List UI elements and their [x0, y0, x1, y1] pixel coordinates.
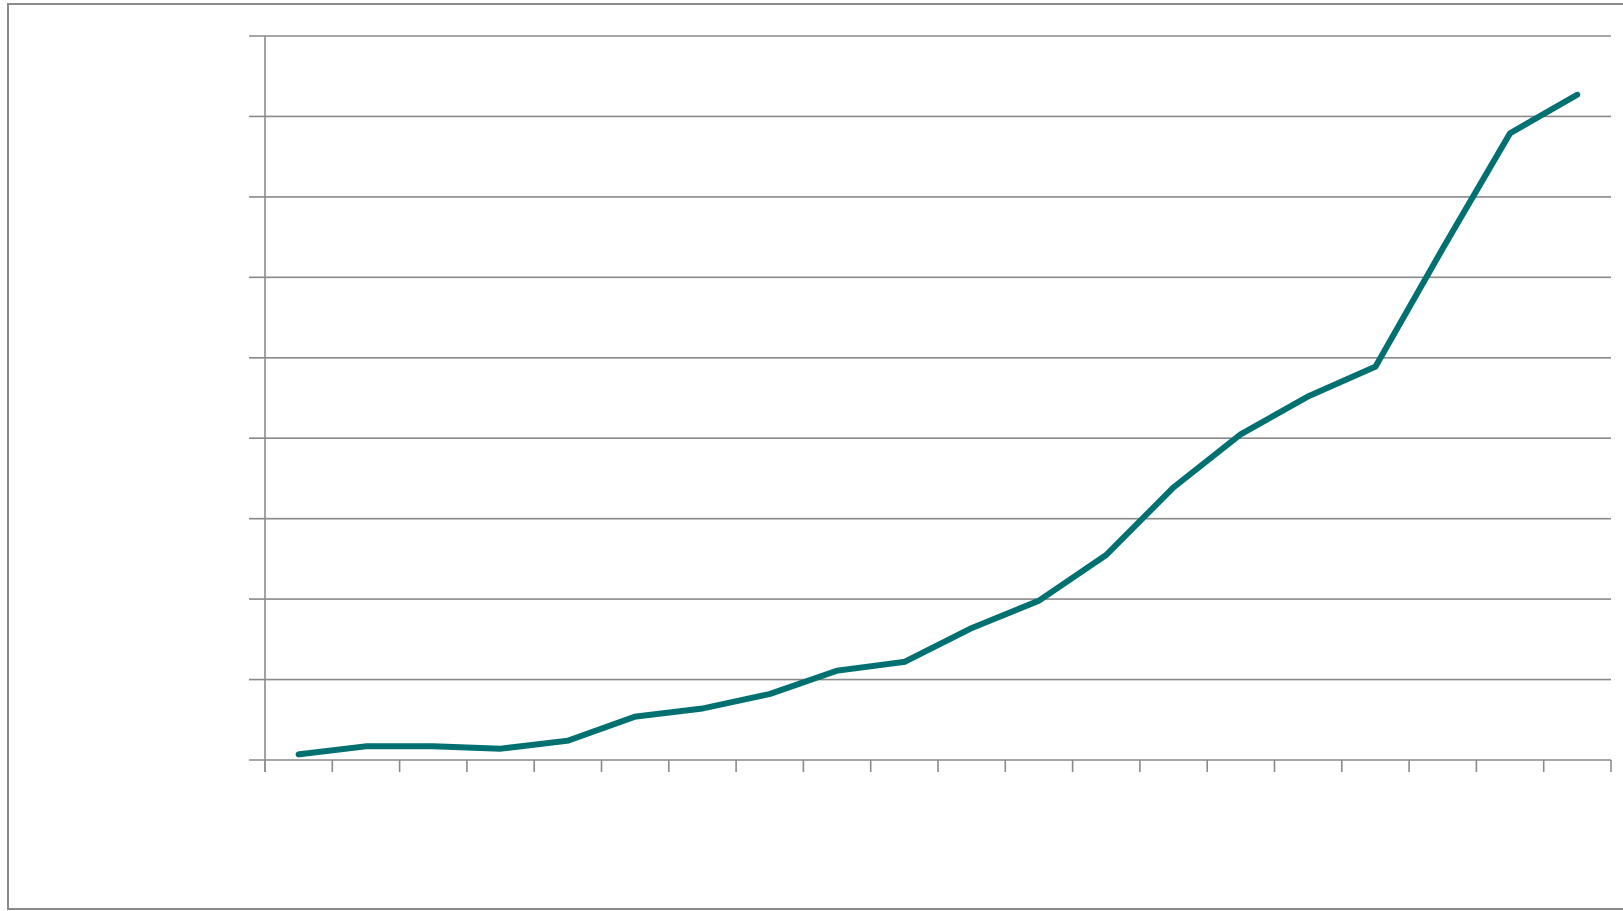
data-point-0-13 [1171, 484, 1177, 490]
gridlines [249, 35, 1611, 761]
data-point-0-2 [430, 743, 436, 749]
data-point-0-5 [632, 714, 638, 720]
data-point-0-6 [700, 706, 705, 711]
data-point-0-12 [1103, 552, 1109, 558]
series-line-0 [295, 91, 1581, 758]
data-point-0-4 [565, 738, 571, 744]
data-point-0-0 [296, 751, 302, 757]
chart-border [7, 3, 1623, 910]
data-point-0-14 [1238, 431, 1244, 437]
data-point-0-18 [1507, 130, 1513, 136]
data-point-0-1 [363, 743, 369, 749]
data-point-0-19 [1574, 92, 1580, 98]
axes [264, 36, 1612, 772]
data-point-0-8 [834, 668, 840, 674]
data-point-0-11 [1036, 598, 1042, 604]
data-point-0-16 [1373, 364, 1378, 370]
series-layer [295, 91, 1581, 758]
data-point-0-9 [901, 659, 907, 665]
data-point-0-10 [969, 625, 975, 631]
data-point-0-15 [1305, 393, 1311, 399]
data-point-0-17 [1440, 245, 1446, 251]
data-point-0-7 [767, 691, 773, 697]
data-point-0-3 [498, 746, 503, 752]
